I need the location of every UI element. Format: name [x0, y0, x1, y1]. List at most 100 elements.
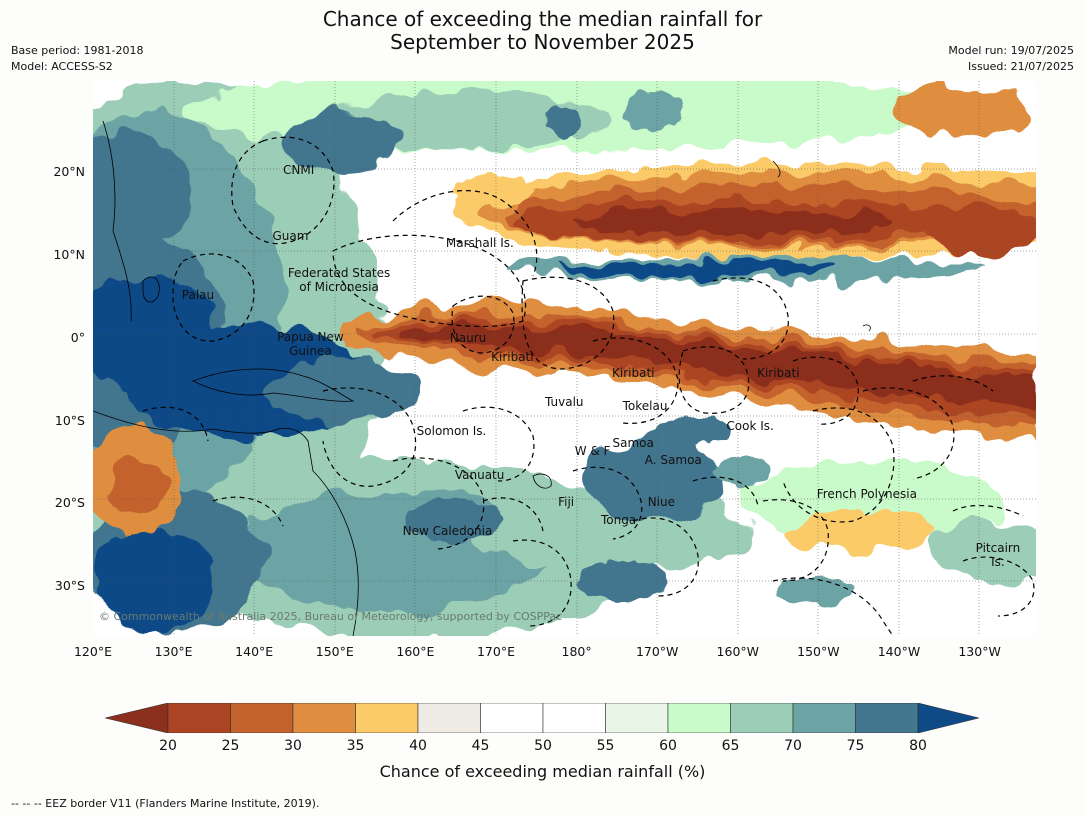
longitude-label: 150°E: [315, 644, 354, 659]
region-label: CNMI: [283, 163, 314, 177]
eez-legend-note: -- -- -- EEZ border V11 (Flanders Marine…: [11, 797, 320, 810]
latitude-label: 10°S: [54, 412, 85, 428]
colorbar-tick-label: 65: [721, 738, 740, 754]
region-label: Solomon Is.: [417, 424, 487, 438]
region-label: Samoa: [613, 436, 654, 450]
map-title: Chance of exceeding the median rainfall …: [0, 8, 1085, 54]
region-label-line: Kiribati: [491, 349, 534, 364]
region-label-line: Guinea: [289, 343, 332, 358]
colorbar-bin: [480, 703, 544, 733]
longitude-label: 130°E: [154, 644, 193, 659]
colorbar-bin: [167, 703, 231, 733]
region-label-line: Is.: [991, 554, 1005, 569]
region-label-line: Kiribati: [757, 366, 800, 381]
region-label: Palau: [182, 288, 214, 302]
colorbar-bin: [292, 703, 356, 733]
region-label: Tonga: [601, 513, 636, 527]
colorbar-bin: [605, 703, 669, 733]
longitude-label: 150°W: [797, 644, 840, 659]
region-label-line: Guam: [272, 228, 309, 243]
region-label-line: Nauru: [449, 330, 487, 345]
region-label: Cook Is.: [726, 419, 773, 433]
issued-text: Issued: 21/07/2025: [967, 60, 1074, 73]
colorbar-bin: [855, 703, 919, 733]
region-label-line: Pitcairn: [975, 540, 1021, 555]
model-run-text: Model run: 19/07/2025: [948, 44, 1074, 57]
latitude-label: 20°S: [54, 495, 85, 511]
region-label: Niue: [648, 495, 675, 509]
region-label: Papua New Guinea: [277, 330, 344, 358]
colorbar-tick-label: 30: [284, 738, 302, 754]
region-label: Kiribati: [612, 366, 654, 380]
latitude-label: 10°N: [53, 246, 85, 262]
colorbar-tick-label: 80: [909, 738, 927, 754]
region-label: Pitcairn Is.: [976, 541, 1021, 569]
longitude-label: 170°W: [635, 644, 679, 659]
colorbar-tick-label: 60: [659, 738, 677, 754]
region-label: New Caledonia: [403, 524, 493, 538]
model-text: Model: ACCESS-S2: [11, 60, 113, 73]
colorbar: [105, 703, 980, 733]
colorbar-under-extension: [105, 703, 169, 733]
region-label: Vanuatu: [455, 468, 505, 482]
longitude-label: 160°W: [716, 644, 760, 659]
colorbar-label: Chance of exceeding median rainfall (%): [379, 762, 706, 781]
region-label: Tuvalu: [545, 395, 584, 409]
colorbar-tick-label: 20: [159, 738, 177, 754]
meta-left: Base period: 1981-2018 Model: ACCESS-S2: [11, 43, 143, 75]
colorbar-bin: [730, 703, 794, 733]
longitude-label: 170°E: [476, 644, 515, 659]
region-label: Tokelau: [623, 399, 668, 413]
region-label-line: Kiribati: [612, 366, 655, 381]
region-label: Nauru: [450, 331, 486, 345]
colorbar-tick-label: 45: [471, 738, 490, 754]
colorbar-tick-label: 70: [784, 738, 802, 754]
region-label-line: Papua New: [277, 329, 344, 344]
region-label: Guam: [272, 229, 308, 243]
colorbar-tick-label: 40: [409, 738, 427, 754]
latitude-label: 20°N: [53, 164, 85, 180]
colorbar-bin: [667, 703, 731, 733]
region-label-line: Fiji: [558, 494, 575, 509]
region-label-line: CNMI: [283, 163, 315, 178]
colorbar-tick-label: 35: [346, 738, 365, 754]
colorbar-tick-label: 55: [596, 738, 615, 754]
colorbar-over-extension: [917, 703, 980, 733]
longitude-label: 140°E: [235, 644, 274, 659]
colorbar-tick-label: 50: [534, 738, 552, 754]
region-label: Kiribati: [491, 350, 533, 364]
coastlines: [93, 120, 871, 636]
region-label-line: Palau: [181, 287, 215, 302]
title-line-2: September to November 2025: [390, 30, 695, 54]
title-line-1: Chance of exceeding the median rainfall …: [322, 7, 763, 31]
rainfall-detail: [403, 91, 853, 605]
region-label: Kiribati: [757, 366, 799, 380]
longitude-label: 160°E: [396, 644, 435, 659]
eez-borders: [142, 136, 1035, 636]
region-label: Federated States of Micronesia: [288, 266, 390, 294]
region-label-line: Tonga: [601, 513, 637, 528]
region-label: W & F: [575, 444, 611, 458]
colorbar-bin: [542, 703, 606, 733]
region-label-line: A. Samoa: [644, 453, 702, 468]
colorbar-bin: [417, 703, 481, 733]
region-label: Fiji: [558, 495, 574, 509]
region-label-line: Niue: [647, 494, 676, 509]
base-period-text: Base period: 1981-2018: [11, 44, 144, 57]
colorbar-bin: [230, 703, 294, 733]
graticule: [93, 81, 1036, 636]
region-label: Marshall Is.: [446, 236, 514, 250]
region-label-line: French Polynesia: [816, 486, 917, 501]
region-label-line: of Micronesia: [299, 279, 379, 294]
colorbar-bin: [355, 703, 419, 733]
region-label-line: Samoa: [612, 435, 654, 450]
region-label-line: Federated States: [287, 265, 391, 280]
colorbar-tick-label: 75: [846, 738, 865, 754]
region-label: French Polynesia: [817, 487, 917, 501]
region-label-line: New Caledonia: [402, 523, 493, 538]
region-label-line: Solomon Is.: [416, 423, 487, 438]
region-label-line: Tuvalu: [545, 395, 584, 410]
latitude-label: 0°: [70, 329, 85, 345]
region-label-line: W & F: [574, 444, 611, 459]
longitude-label: 120°E: [73, 644, 112, 659]
